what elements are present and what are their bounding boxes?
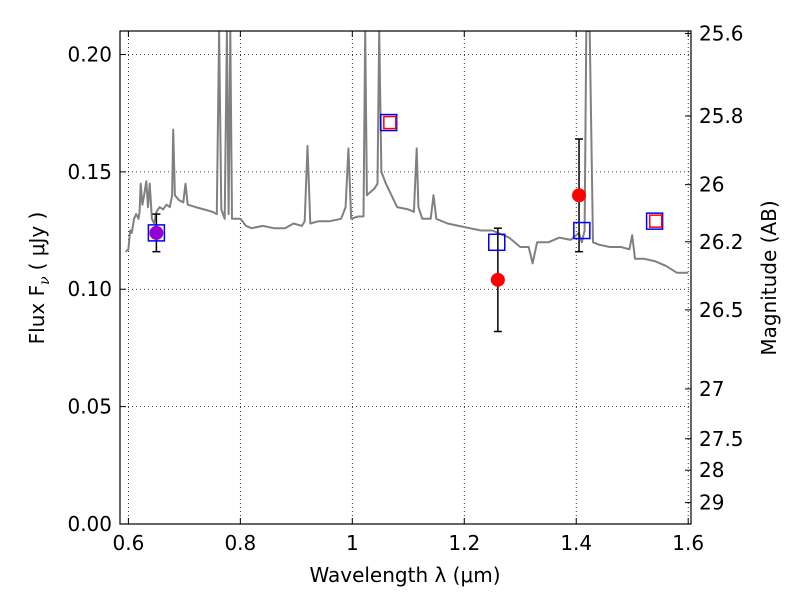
- mag-tick-label: 26: [699, 173, 724, 197]
- y-axis-label: Flux Fν ( μJy ): [25, 212, 53, 345]
- blended-data-point: [149, 225, 164, 240]
- y-tick-label: 0.20: [67, 42, 112, 66]
- upper-limit-square: [648, 214, 663, 228]
- mag-tick-label: 27.5: [699, 427, 744, 451]
- model-photometry-square: [645, 212, 664, 230]
- observed-data-point: [572, 188, 587, 203]
- y-axis-label-subscript: ν: [37, 276, 53, 285]
- x-tick-label: 0.8: [224, 531, 256, 555]
- x-axis-label: Wavelength λ (μm): [309, 563, 500, 587]
- y-axis-label-unit: ( μJy ): [25, 212, 49, 271]
- plot-area: [124, 31, 689, 333]
- grid-layer: [120, 31, 691, 524]
- model-photometry-square: [573, 221, 591, 240]
- mag-tick-label: 25.6: [699, 22, 744, 46]
- x-tick-label: 1.6: [672, 531, 704, 555]
- x-tick-label: 1: [346, 531, 359, 555]
- observed-data-point: [490, 272, 505, 287]
- y-tick-label: 0.15: [67, 160, 112, 184]
- y-tick-label: 0.05: [67, 395, 112, 419]
- x-tick-label: 1.4: [560, 531, 592, 555]
- mag-tick-label: 28: [699, 458, 724, 482]
- y2-axis-label: Magnitude (AB): [757, 200, 781, 355]
- model-photometry-square: [147, 224, 166, 242]
- y-tick-label: 0.10: [67, 277, 112, 301]
- mag-tick-label: 27: [699, 377, 724, 401]
- model-photometry-square: [379, 113, 398, 132]
- mag-tick-label: 26.2: [699, 230, 744, 254]
- mag-tick-label: 25.8: [699, 104, 744, 128]
- model-photometry-square: [487, 233, 506, 252]
- x-tick-label: 0.6: [112, 531, 144, 555]
- y-axis-label-text: Flux F: [25, 285, 49, 344]
- upper-limit-square: [383, 115, 397, 130]
- mag-tick-label: 26.5: [699, 298, 744, 322]
- mag-tick-label: 29: [699, 491, 724, 515]
- axes-layer: 0.6 0.8 1 1.2 1.4 1.6 0.00 0.05 0.10 0.15 0.20 25.6…: [67, 22, 743, 555]
- model-spectrum-line: [124, 31, 689, 274]
- plot-frame: [119, 30, 692, 525]
- y-tick-label: 0.00: [67, 512, 112, 536]
- x-tick-label: 1.2: [448, 531, 480, 555]
